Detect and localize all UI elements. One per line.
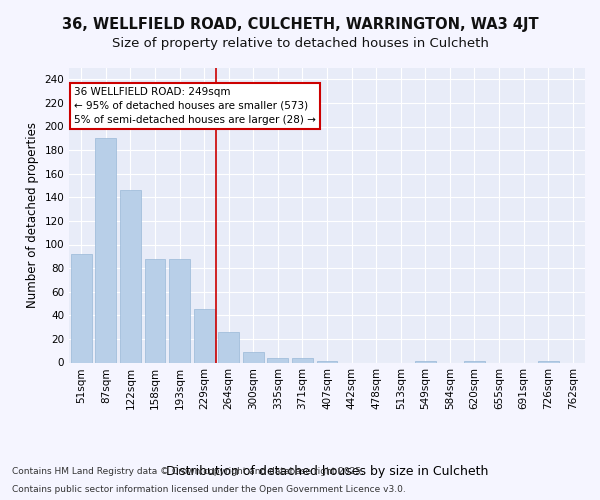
Bar xyxy=(218,332,239,362)
Text: 36, WELLFIELD ROAD, CULCHETH, WARRINGTON, WA3 4JT: 36, WELLFIELD ROAD, CULCHETH, WARRINGTON… xyxy=(62,18,538,32)
Text: Contains public sector information licensed under the Open Government Licence v3: Contains public sector information licen… xyxy=(12,485,406,494)
Bar xyxy=(71,254,92,362)
Bar xyxy=(95,138,116,362)
Bar xyxy=(268,358,289,362)
Text: 36 WELLFIELD ROAD: 249sqm
← 95% of detached houses are smaller (573)
5% of semi-: 36 WELLFIELD ROAD: 249sqm ← 95% of detac… xyxy=(74,86,316,124)
Bar xyxy=(243,352,264,362)
Bar xyxy=(120,190,141,362)
X-axis label: Distribution of detached houses by size in Culcheth: Distribution of detached houses by size … xyxy=(166,465,488,478)
Bar xyxy=(145,258,166,362)
Text: Contains HM Land Registry data © Crown copyright and database right 2025.: Contains HM Land Registry data © Crown c… xyxy=(12,467,364,476)
Y-axis label: Number of detached properties: Number of detached properties xyxy=(26,122,39,308)
Bar xyxy=(292,358,313,362)
Bar xyxy=(169,258,190,362)
Bar xyxy=(194,310,215,362)
Text: Size of property relative to detached houses in Culcheth: Size of property relative to detached ho… xyxy=(112,38,488,51)
